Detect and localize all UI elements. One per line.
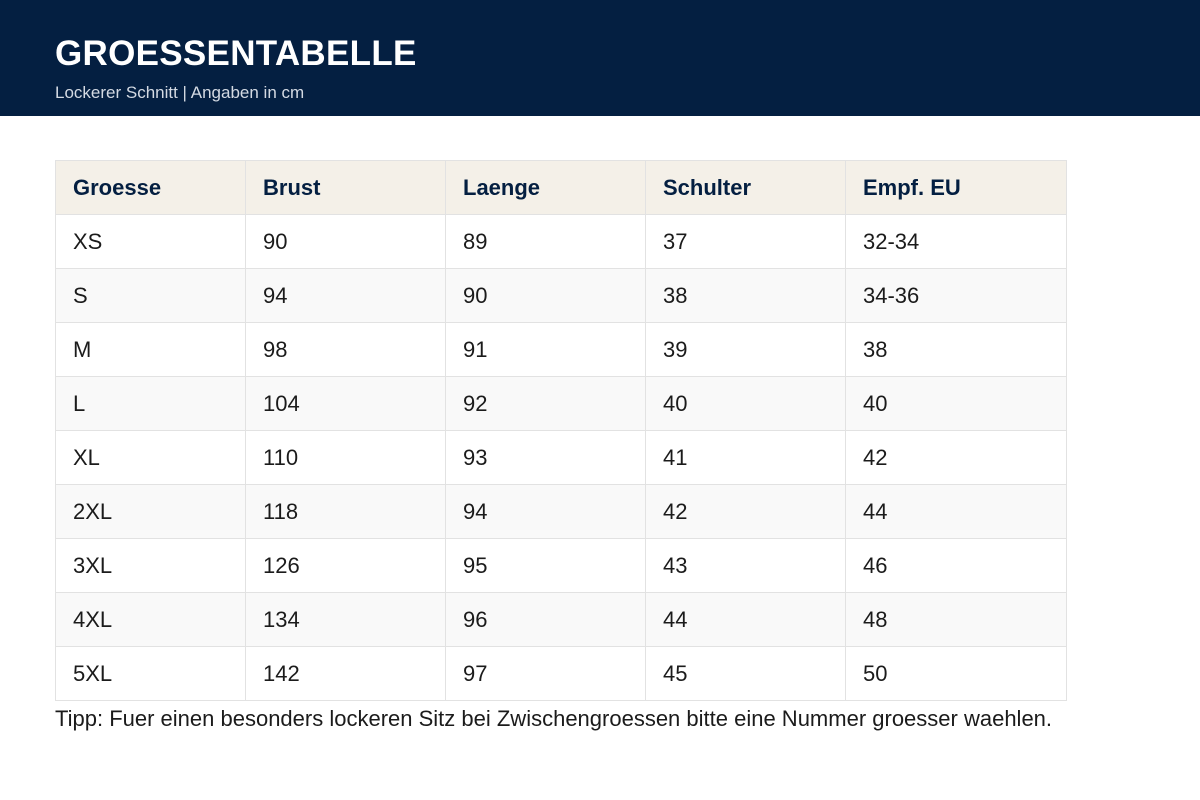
- cell-shoulder: 42: [645, 484, 846, 539]
- cell-chest: 90: [245, 214, 446, 269]
- table-row: S 94 90 38 34-36: [55, 268, 1067, 323]
- cell-length: 89: [445, 214, 646, 269]
- cell-chest: 98: [245, 322, 446, 377]
- table-row: M 98 91 39 38: [55, 322, 1067, 377]
- column-header-shoulder: Schulter: [645, 160, 846, 215]
- cell-eu-size: 50: [845, 646, 1067, 701]
- cell-size: 5XL: [55, 646, 246, 701]
- table-row: XL 110 93 41 42: [55, 430, 1067, 485]
- cell-shoulder: 41: [645, 430, 846, 485]
- cell-shoulder: 38: [645, 268, 846, 323]
- page-title: GROESSENTABELLE: [55, 34, 417, 73]
- table-row: 3XL 126 95 43 46: [55, 538, 1067, 593]
- cell-length: 97: [445, 646, 646, 701]
- header-banner: GROESSENTABELLE Lockerer Schnitt | Angab…: [0, 0, 1200, 116]
- cell-size: L: [55, 376, 246, 431]
- cell-eu-size: 32-34: [845, 214, 1067, 269]
- cell-length: 93: [445, 430, 646, 485]
- cell-eu-size: 44: [845, 484, 1067, 539]
- table-row: 5XL 142 97 45 50: [55, 646, 1067, 701]
- cell-size: 4XL: [55, 592, 246, 647]
- cell-shoulder: 43: [645, 538, 846, 593]
- size-table: Groesse Brust Laenge Schulter Empf. EU X…: [55, 160, 1067, 701]
- cell-eu-size: 48: [845, 592, 1067, 647]
- cell-length: 90: [445, 268, 646, 323]
- page-subtitle: Lockerer Schnitt | Angaben in cm: [55, 83, 305, 102]
- cell-size: 3XL: [55, 538, 246, 593]
- cell-size: XS: [55, 214, 246, 269]
- cell-eu-size: 40: [845, 376, 1067, 431]
- column-header-length: Laenge: [445, 160, 646, 215]
- table-row: L 104 92 40 40: [55, 376, 1067, 431]
- cell-shoulder: 44: [645, 592, 846, 647]
- table-row: 4XL 134 96 44 48: [55, 592, 1067, 647]
- cell-chest: 104: [245, 376, 446, 431]
- column-header-chest: Brust: [245, 160, 446, 215]
- cell-length: 91: [445, 322, 646, 377]
- cell-length: 92: [445, 376, 646, 431]
- table-row: 2XL 118 94 42 44: [55, 484, 1067, 539]
- cell-shoulder: 40: [645, 376, 846, 431]
- cell-chest: 142: [245, 646, 446, 701]
- cell-chest: 110: [245, 430, 446, 485]
- cell-length: 95: [445, 538, 646, 593]
- cell-chest: 134: [245, 592, 446, 647]
- cell-eu-size: 34-36: [845, 268, 1067, 323]
- cell-size: 2XL: [55, 484, 246, 539]
- table-header-row: Groesse Brust Laenge Schulter Empf. EU: [55, 160, 1067, 215]
- cell-size: M: [55, 322, 246, 377]
- column-header-size: Groesse: [55, 160, 246, 215]
- cell-chest: 118: [245, 484, 446, 539]
- cell-eu-size: 38: [845, 322, 1067, 377]
- cell-chest: 94: [245, 268, 446, 323]
- sizing-tip: Tipp: Fuer einen besonders lockeren Sitz…: [55, 706, 1053, 731]
- cell-eu-size: 46: [845, 538, 1067, 593]
- cell-length: 94: [445, 484, 646, 539]
- cell-length: 96: [445, 592, 646, 647]
- cell-shoulder: 39: [645, 322, 846, 377]
- cell-size: S: [55, 268, 246, 323]
- cell-chest: 126: [245, 538, 446, 593]
- cell-shoulder: 45: [645, 646, 846, 701]
- cell-eu-size: 42: [845, 430, 1067, 485]
- cell-shoulder: 37: [645, 214, 846, 269]
- cell-size: XL: [55, 430, 246, 485]
- table-row: XS 90 89 37 32-34: [55, 214, 1067, 269]
- column-header-eu-size: Empf. EU: [845, 160, 1067, 215]
